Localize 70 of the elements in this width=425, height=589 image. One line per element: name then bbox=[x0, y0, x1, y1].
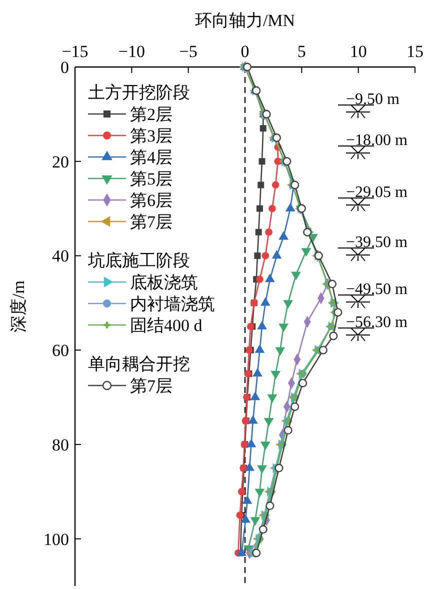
legend-label: 第7层 bbox=[130, 212, 172, 232]
y-tick-label: 20 bbox=[52, 152, 69, 172]
annotation: −18.00 m bbox=[346, 132, 408, 149]
annotation: −9.50 m bbox=[346, 91, 400, 108]
point bbox=[258, 182, 264, 188]
point bbox=[284, 426, 292, 435]
point bbox=[275, 347, 286, 356]
point bbox=[257, 320, 267, 330]
point bbox=[265, 228, 272, 236]
point bbox=[255, 228, 262, 236]
point bbox=[257, 465, 267, 474]
point bbox=[318, 346, 328, 354]
point bbox=[236, 547, 247, 556]
annotation: −56.30 m bbox=[346, 314, 408, 331]
point bbox=[268, 204, 276, 212]
point bbox=[266, 502, 274, 510]
point bbox=[260, 125, 266, 132]
annotation: 土方开挖阶段 bbox=[88, 83, 190, 102]
point bbox=[270, 370, 281, 380]
point bbox=[329, 332, 338, 340]
y-tick-label: 80 bbox=[52, 435, 69, 454]
x-tick-label: −5 bbox=[179, 42, 198, 61]
x-tick-label: 10 bbox=[350, 42, 367, 61]
point bbox=[260, 297, 270, 306]
point bbox=[252, 368, 262, 377]
point bbox=[278, 231, 288, 240]
point bbox=[240, 514, 250, 523]
legend-label: 第2层 bbox=[130, 105, 172, 124]
point bbox=[250, 392, 260, 400]
x-tick-label: −15 bbox=[62, 42, 88, 61]
y-tick-label: 0 bbox=[60, 58, 69, 77]
y-axis-title: 深度/m bbox=[9, 280, 28, 332]
point bbox=[258, 525, 268, 534]
x-axis-title: 环向轴力/MN bbox=[194, 11, 296, 30]
point bbox=[256, 205, 263, 212]
point bbox=[256, 276, 264, 283]
point bbox=[328, 280, 337, 288]
annotation: −29.05 m bbox=[346, 184, 408, 201]
point bbox=[248, 415, 258, 424]
point bbox=[267, 394, 278, 403]
point bbox=[262, 252, 270, 260]
legend-label: 底板浇筑 bbox=[130, 273, 198, 292]
x-tick-label: 15 bbox=[406, 42, 424, 61]
legend-label: 第7层 bbox=[130, 376, 172, 396]
x-tick-label: 5 bbox=[297, 42, 306, 61]
legend-label: 第5层 bbox=[130, 170, 172, 188]
point bbox=[272, 250, 282, 259]
y-tick-label: 40 bbox=[52, 246, 69, 266]
point bbox=[290, 402, 300, 411]
point bbox=[254, 252, 261, 259]
point bbox=[272, 181, 280, 189]
legend-label: 固结400 d bbox=[130, 316, 203, 335]
legend-label: 第3层 bbox=[130, 126, 172, 146]
annotation: −39.50 m bbox=[346, 234, 408, 251]
point bbox=[254, 488, 265, 498]
y-tick-label: 100 bbox=[44, 530, 69, 549]
legend-label: 第6层 bbox=[130, 191, 172, 210]
point bbox=[265, 274, 275, 282]
y-tick-label: 60 bbox=[52, 341, 69, 360]
annotation: 坑底施工阶段 bbox=[87, 251, 190, 270]
point bbox=[258, 158, 266, 165]
point bbox=[246, 438, 256, 448]
x-tick-label: −10 bbox=[118, 42, 145, 61]
annotation: 单向耦合开挖 bbox=[88, 354, 190, 374]
x-tick-label: 0 bbox=[240, 42, 250, 61]
point bbox=[291, 272, 301, 280]
annotation: −49.50 m bbox=[346, 281, 408, 298]
legend-label: 第4层 bbox=[130, 148, 172, 167]
point bbox=[298, 378, 308, 388]
legend-label: 内衬墙浇筑 bbox=[130, 294, 215, 314]
